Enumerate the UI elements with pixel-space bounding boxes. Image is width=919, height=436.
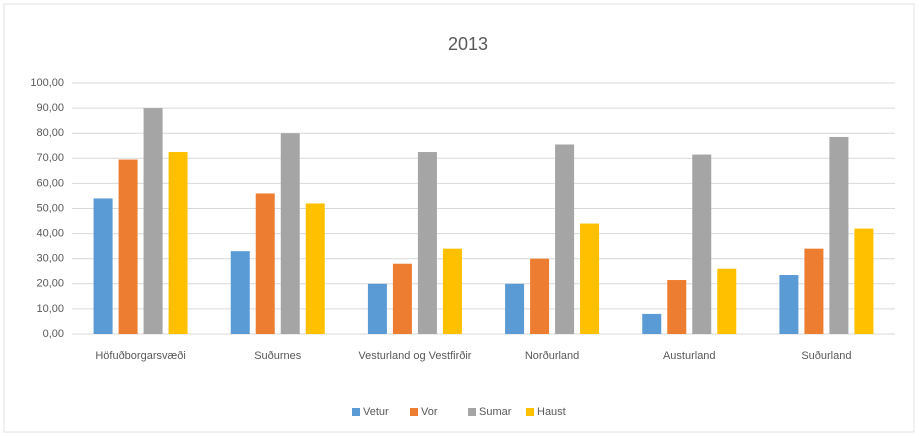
legend-swatch xyxy=(468,408,476,416)
bar xyxy=(555,144,575,334)
y-tick-label: 30,00 xyxy=(36,253,64,265)
legend-label: Vor xyxy=(421,406,438,418)
y-tick-label: 0,00 xyxy=(43,328,64,340)
bar xyxy=(367,283,387,334)
y-tick-label: 50,00 xyxy=(36,202,64,214)
x-tick-label: Austurland xyxy=(662,350,716,362)
y-tick-label: 40,00 xyxy=(36,228,64,240)
bar xyxy=(692,154,712,334)
y-tick-label: 60,00 xyxy=(36,177,64,189)
y-tick-label: 10,00 xyxy=(36,303,64,315)
bar xyxy=(230,251,250,334)
bar xyxy=(255,193,275,334)
bar xyxy=(717,268,737,334)
legend-swatch xyxy=(410,408,418,416)
y-tick-label: 20,00 xyxy=(36,278,64,290)
legend-label: Vetur xyxy=(363,406,389,418)
bar xyxy=(667,280,687,334)
bar xyxy=(280,133,300,334)
x-tick-label: Vesturland og Vestfirðir xyxy=(358,350,472,362)
y-tick-label: 90,00 xyxy=(36,102,64,114)
bar xyxy=(118,159,138,334)
legend-swatch xyxy=(352,408,360,416)
bar xyxy=(829,136,849,334)
legend-swatch xyxy=(526,408,534,416)
bar xyxy=(305,203,325,334)
bar xyxy=(580,223,600,334)
legend-label: Sumar xyxy=(479,406,512,418)
bar xyxy=(530,258,550,334)
x-tick-label: Suðurland xyxy=(801,350,852,362)
bar xyxy=(417,152,437,334)
x-tick-label: Höfuðborgarsvæði xyxy=(95,350,186,362)
bar xyxy=(168,152,188,334)
x-tick-label: Norðurland xyxy=(524,350,580,362)
bar xyxy=(854,228,874,334)
y-tick-label: 70,00 xyxy=(36,152,64,164)
bar xyxy=(392,263,412,334)
bar xyxy=(143,108,163,334)
bar xyxy=(779,275,799,334)
bar xyxy=(642,313,662,334)
x-tick-label: Suðurnes xyxy=(254,350,302,362)
legend-label: Haust xyxy=(537,406,566,418)
bar xyxy=(804,248,824,334)
chart-border xyxy=(3,3,915,433)
bar xyxy=(93,198,113,334)
y-tick-label: 80,00 xyxy=(36,127,64,139)
chart-title: 2013 xyxy=(448,34,488,54)
y-tick-label: 100,00 xyxy=(30,77,64,89)
bar xyxy=(505,283,525,334)
bar xyxy=(442,248,462,334)
